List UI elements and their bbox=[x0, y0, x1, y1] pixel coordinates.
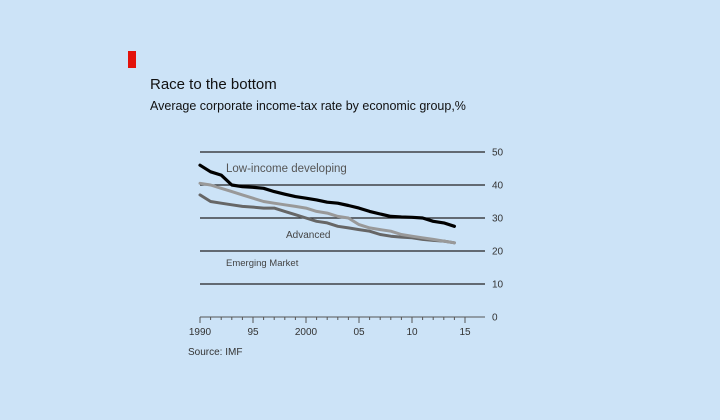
series-annotation: Low-income developing bbox=[226, 163, 347, 175]
y-tick-label: 10 bbox=[492, 280, 504, 291]
y-tick-label: 20 bbox=[492, 247, 504, 258]
y-tick-label: 50 bbox=[492, 148, 504, 159]
series-line-low-income-developing bbox=[198, 163, 456, 228]
y-tick-label: 0 bbox=[492, 313, 498, 324]
source-note: Source: IMF bbox=[188, 347, 243, 358]
x-tick-label: 05 bbox=[353, 327, 365, 338]
y-tick-label: 30 bbox=[492, 214, 504, 225]
brand-accent-bar bbox=[128, 51, 136, 68]
series-line-advanced bbox=[198, 193, 456, 245]
x-tick-label: 2000 bbox=[295, 327, 318, 338]
series-annotation: Emerging Market bbox=[226, 258, 299, 269]
chart-title: Race to the bottom bbox=[150, 76, 277, 93]
series-annotation: Advanced bbox=[286, 230, 330, 241]
y-tick-label: 40 bbox=[492, 181, 504, 192]
series-line-emerging-market bbox=[198, 181, 456, 245]
x-tick-label: 10 bbox=[406, 327, 418, 338]
x-tick-label: 1990 bbox=[189, 327, 212, 338]
x-tick-label: 15 bbox=[459, 327, 471, 338]
x-tick-label: 95 bbox=[247, 327, 259, 338]
chart-subtitle: Average corporate income-tax rate by eco… bbox=[150, 99, 466, 113]
